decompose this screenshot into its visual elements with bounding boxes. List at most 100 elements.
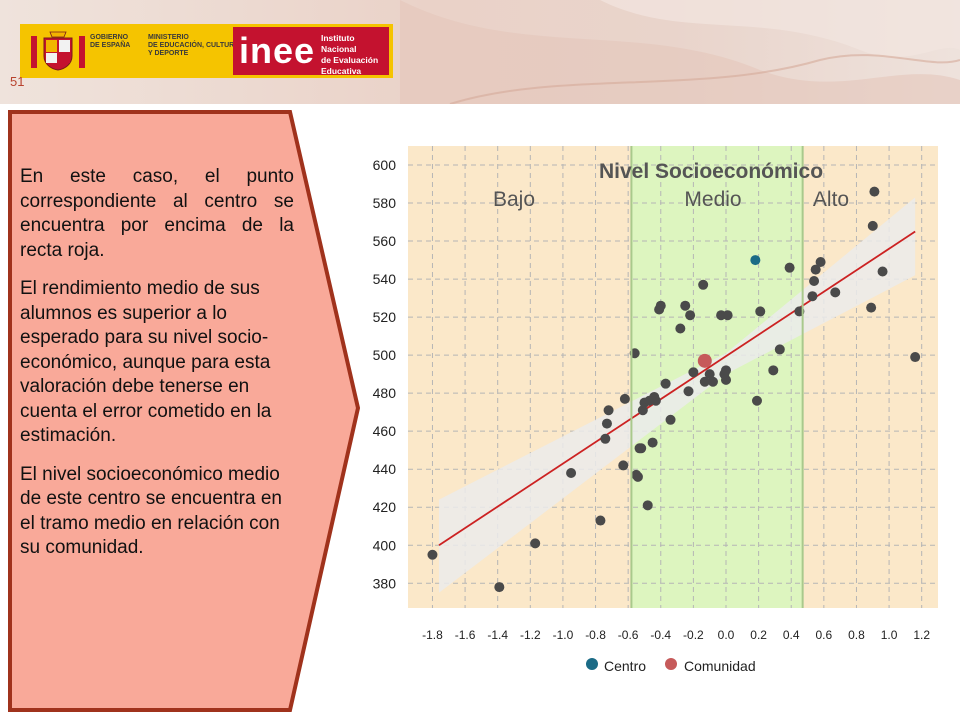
callout-paragraph-2: El rendimiento medio de sus alumnos es s… [20,278,272,446]
data-point [642,500,653,511]
x-tick-label: 0.8 [848,628,865,642]
data-point [683,386,694,397]
callout-paragraph-1: En este caso, el punto correspondiente a… [20,166,294,261]
x-tick-label: -0.8 [585,628,606,642]
data-point [722,310,733,321]
x-tick-label: -0.2 [683,628,704,642]
x-tick-label: -0.6 [618,628,639,642]
legend: Centro Comunidad [586,658,756,674]
band-label-middle: Medio [684,188,741,211]
regression-line [438,230,916,547]
x-tick-label: 1.0 [881,628,898,642]
data-point [603,405,614,416]
x-tick-label: 0.0 [718,628,735,642]
x-tick-label: -1.0 [553,628,574,642]
y-tick-label: 520 [373,309,397,325]
data-point [910,352,921,363]
data-point [680,300,691,311]
centro-point [750,255,761,266]
y-tick-label: 600 [373,157,397,173]
data-point [809,275,820,286]
comunidad-mean-point [697,353,712,368]
data-point [601,418,612,429]
legend-comunidad-label: Comunidad [684,658,756,674]
data-point [688,367,699,378]
y-tick-label: 560 [373,233,397,249]
slide-number: 51 [10,74,25,89]
inee-logo: inee Instituto Nacional de Evaluación Ed… [233,27,389,76]
data-point [427,549,438,560]
data-point [768,365,779,376]
x-tick-label: -1.8 [422,628,443,642]
data-point [600,433,611,444]
data-point [751,395,762,406]
data-point [877,266,888,277]
data-point [807,291,818,302]
data-point [774,344,785,355]
callout-text: En este caso, el punto correspondiente a… [20,165,294,575]
data-point [721,374,731,385]
y-tick-label: 480 [373,385,397,401]
callout-arrow-shape [8,110,361,712]
y-tick-label: 540 [373,271,397,287]
data-point [637,405,648,416]
data-point [618,460,629,471]
data-point [867,220,878,231]
header-banner: GOBIERNO DE ESPAÑA MINISTERIO DE EDUCACI… [0,0,960,104]
data-point [632,471,643,482]
y-tick-label: 440 [373,461,397,477]
x-tick-label: 1.2 [913,628,930,642]
data-point [660,378,671,389]
band-high [802,146,938,608]
inee-full-name: Instituto Nacional de Evaluación Educati… [321,33,379,76]
data-point [721,365,731,376]
data-point [815,256,826,267]
data-point [869,186,880,197]
data-point [699,376,710,387]
x-tick-label: -1.6 [455,628,476,642]
x-tick-label: -0.4 [650,628,671,642]
data-point [685,310,696,321]
data-point [650,395,661,406]
legend-comunidad-marker [665,658,677,670]
data-point [566,468,577,479]
band-label-high: Alto [813,188,849,211]
chart-title: Nivel Socioeconómico [599,160,823,183]
data-point [698,279,709,290]
callout-paragraph-3: El nivel socioeconómico medio de este ce… [20,463,282,559]
data-point [866,302,877,313]
y-tick-label: 380 [373,575,397,591]
data-point [675,323,686,334]
y-tick-label: 580 [373,195,397,211]
y-tick-label: 400 [373,537,397,553]
data-point [707,376,718,387]
x-tick-label: -1.4 [487,628,508,642]
y-tick-label: 460 [373,423,397,439]
y-tick-label: 420 [373,499,397,515]
x-tick-label: 0.2 [750,628,767,642]
data-point [494,582,505,593]
data-point [636,443,647,454]
banner-decoration [400,0,960,104]
legend-centro-label: Centro [604,658,646,674]
inee-logo-text: inee [239,30,316,71]
band-label-low: Bajo [493,188,535,211]
x-tick-label: 0.6 [816,628,833,642]
data-point [784,262,795,273]
government-label: GOBIERNO DE ESPAÑA [90,34,131,49]
data-point [830,287,841,298]
data-point [810,264,821,275]
data-point [619,393,630,404]
confidence-band [438,197,916,593]
y-tick-label: 500 [373,347,397,363]
x-tick-label: -1.2 [520,628,541,642]
data-point [665,414,676,425]
coat-of-arms-icon [31,31,85,71]
data-point [530,538,541,549]
data-point [704,369,715,380]
data-point [755,306,766,317]
data-point [647,437,658,448]
data-point [595,515,606,526]
legend-centro-marker [586,658,598,670]
